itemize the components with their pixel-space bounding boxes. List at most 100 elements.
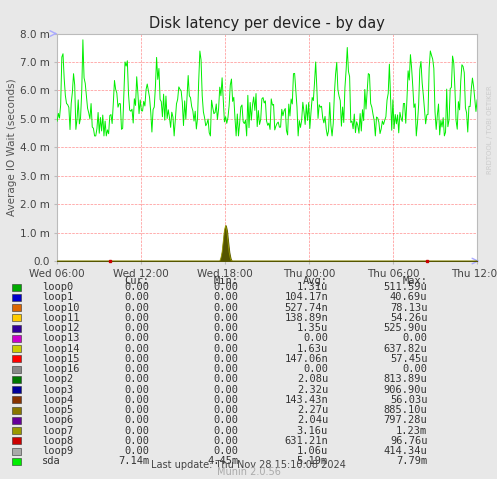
Text: 1.35u: 1.35u [297, 323, 328, 333]
FancyBboxPatch shape [12, 304, 21, 311]
Text: 0.00: 0.00 [124, 395, 149, 405]
Text: 0.00: 0.00 [124, 333, 149, 343]
Text: 0.00: 0.00 [214, 313, 239, 323]
Text: 0.00: 0.00 [124, 282, 149, 292]
FancyBboxPatch shape [12, 458, 21, 465]
FancyBboxPatch shape [12, 397, 21, 403]
Text: loop5: loop5 [42, 405, 74, 415]
FancyBboxPatch shape [12, 386, 21, 393]
Text: 138.89n: 138.89n [284, 313, 328, 323]
Text: 0.00: 0.00 [124, 426, 149, 435]
FancyBboxPatch shape [12, 315, 21, 321]
Text: 1.63u: 1.63u [297, 343, 328, 354]
Text: loop8: loop8 [42, 436, 74, 446]
FancyBboxPatch shape [12, 325, 21, 331]
FancyBboxPatch shape [12, 365, 21, 373]
Text: loop10: loop10 [42, 303, 80, 313]
Text: 0.00: 0.00 [124, 323, 149, 333]
Text: 0.00: 0.00 [214, 282, 239, 292]
Text: 0.00: 0.00 [214, 385, 239, 395]
FancyBboxPatch shape [12, 355, 21, 363]
Text: 0.00: 0.00 [124, 436, 149, 446]
Text: loop7: loop7 [42, 426, 74, 435]
Text: loop4: loop4 [42, 395, 74, 405]
Text: loop1: loop1 [42, 293, 74, 302]
Text: 147.06n: 147.06n [284, 354, 328, 364]
Y-axis label: Average IO Wait (seconds): Average IO Wait (seconds) [7, 79, 17, 216]
Text: 0.00: 0.00 [214, 426, 239, 435]
Text: 104.17n: 104.17n [284, 293, 328, 302]
Text: 0.00: 0.00 [303, 333, 328, 343]
Text: 56.03u: 56.03u [390, 395, 427, 405]
Text: 813.89u: 813.89u [384, 375, 427, 385]
Text: 797.28u: 797.28u [384, 415, 427, 425]
Text: 78.13u: 78.13u [390, 303, 427, 313]
Text: 57.45u: 57.45u [390, 354, 427, 364]
Text: 2.27u: 2.27u [297, 405, 328, 415]
Text: loop2: loop2 [42, 375, 74, 385]
Text: 143.43n: 143.43n [284, 395, 328, 405]
Text: 0.00: 0.00 [124, 364, 149, 374]
Text: 0.00: 0.00 [214, 364, 239, 374]
FancyBboxPatch shape [12, 335, 21, 342]
Title: Disk latency per device - by day: Disk latency per device - by day [149, 16, 385, 31]
Text: Cur:: Cur: [124, 275, 149, 285]
Text: 0.00: 0.00 [124, 293, 149, 302]
Text: 40.69u: 40.69u [390, 293, 427, 302]
Text: 0.00: 0.00 [124, 415, 149, 425]
Text: Max:: Max: [403, 275, 427, 285]
Text: RRDTOOL / TOBI OETIKER: RRDTOOL / TOBI OETIKER [487, 85, 493, 174]
Text: 0.00: 0.00 [214, 354, 239, 364]
Text: 0.00: 0.00 [124, 313, 149, 323]
Text: loop9: loop9 [42, 446, 74, 456]
FancyBboxPatch shape [12, 294, 21, 301]
Text: 0.00: 0.00 [214, 303, 239, 313]
Text: 637.82u: 637.82u [384, 343, 427, 354]
Text: Munin 2.0.56: Munin 2.0.56 [217, 467, 280, 477]
Text: 5.19m: 5.19m [297, 456, 328, 467]
FancyBboxPatch shape [12, 376, 21, 383]
Text: sda: sda [42, 456, 61, 467]
Text: loop3: loop3 [42, 385, 74, 395]
Text: loop15: loop15 [42, 354, 80, 364]
Text: loop12: loop12 [42, 323, 80, 333]
Text: 0.00: 0.00 [124, 303, 149, 313]
FancyBboxPatch shape [12, 345, 21, 352]
Text: 0.00: 0.00 [124, 385, 149, 395]
Text: loop16: loop16 [42, 364, 80, 374]
Text: 0.00: 0.00 [214, 405, 239, 415]
Text: Avg:: Avg: [303, 275, 328, 285]
Text: 4.45m: 4.45m [207, 456, 239, 467]
Text: 0.00: 0.00 [124, 354, 149, 364]
Text: loop6: loop6 [42, 415, 74, 425]
Text: 1.31u: 1.31u [297, 282, 328, 292]
Text: 0.00: 0.00 [124, 375, 149, 385]
Text: loop14: loop14 [42, 343, 80, 354]
Text: 54.26u: 54.26u [390, 313, 427, 323]
Text: 414.34u: 414.34u [384, 446, 427, 456]
Text: 0.00: 0.00 [214, 395, 239, 405]
Text: 0.00: 0.00 [214, 446, 239, 456]
Text: Last update: Thu Nov 28 15:10:08 2024: Last update: Thu Nov 28 15:10:08 2024 [151, 459, 346, 469]
Text: 0.00: 0.00 [214, 375, 239, 385]
Text: 511.59u: 511.59u [384, 282, 427, 292]
Text: 0.00: 0.00 [214, 343, 239, 354]
Text: 0.00: 0.00 [124, 446, 149, 456]
Text: 885.10u: 885.10u [384, 405, 427, 415]
Text: 96.76u: 96.76u [390, 436, 427, 446]
Text: 7.79m: 7.79m [396, 456, 427, 467]
Text: 7.14m: 7.14m [118, 456, 149, 467]
Text: 0.00: 0.00 [124, 343, 149, 354]
FancyBboxPatch shape [12, 284, 21, 291]
Text: 527.74n: 527.74n [284, 303, 328, 313]
FancyBboxPatch shape [12, 427, 21, 434]
Text: 2.08u: 2.08u [297, 375, 328, 385]
Text: 1.23m: 1.23m [396, 426, 427, 435]
FancyBboxPatch shape [12, 407, 21, 414]
Text: 2.04u: 2.04u [297, 415, 328, 425]
FancyBboxPatch shape [12, 437, 21, 445]
Text: 0.00: 0.00 [214, 293, 239, 302]
Text: 1.06u: 1.06u [297, 446, 328, 456]
Text: 0.00: 0.00 [214, 436, 239, 446]
Text: 525.90u: 525.90u [384, 323, 427, 333]
